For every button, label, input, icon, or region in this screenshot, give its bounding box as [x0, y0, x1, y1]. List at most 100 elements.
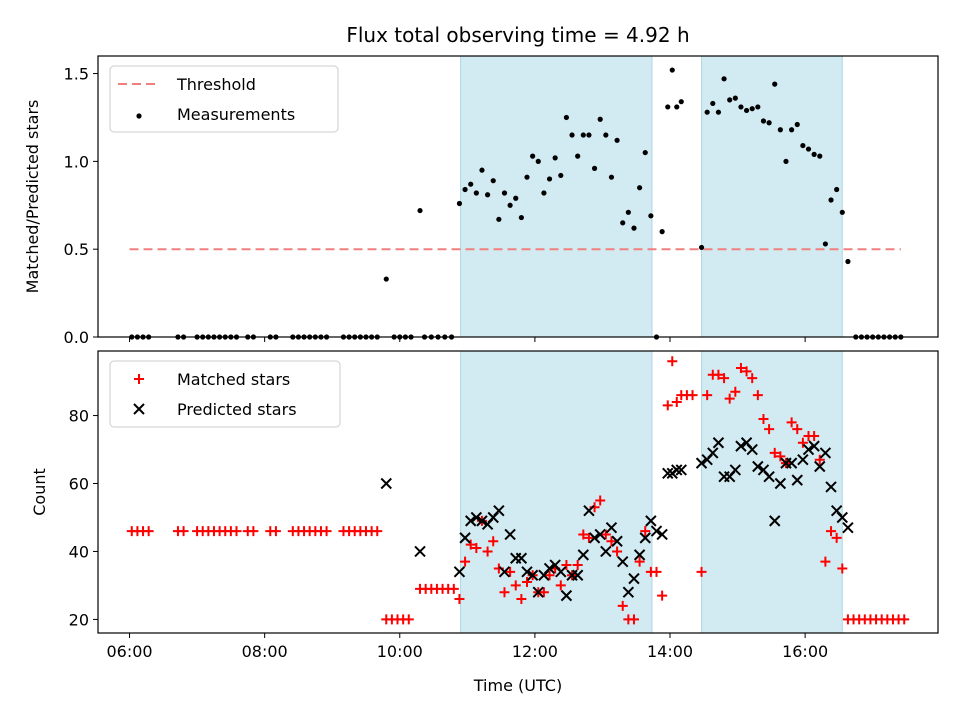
predicted-star-marker	[493, 504, 505, 517]
measurement-point	[755, 104, 761, 110]
x-tick-label: 06:00	[106, 642, 152, 661]
matched-star-marker	[488, 536, 499, 547]
predicted-star-marker	[707, 447, 719, 459]
measurement-point	[760, 118, 767, 124]
matched-star-marker	[499, 587, 510, 598]
legend-measurement-swatch	[136, 113, 142, 119]
matched-star-marker	[814, 454, 825, 465]
matched-star-marker	[522, 577, 533, 588]
matched-star-marker	[786, 417, 797, 428]
measurement-point	[789, 127, 795, 133]
legend: Threshold Measurements	[109, 65, 339, 133]
legend-predicted-swatch	[133, 403, 145, 415]
predicted-star-marker	[588, 532, 601, 544]
y-tick-label: 20	[69, 610, 89, 629]
measurement-point	[462, 186, 468, 193]
measurement-point	[743, 107, 750, 114]
predicted-star-marker	[639, 532, 651, 544]
measurement-point	[484, 192, 491, 198]
matched-star-marker	[628, 614, 639, 625]
y-tick-label: 1.5	[64, 65, 89, 84]
measurement-point	[597, 116, 603, 122]
matched-star-marker	[454, 594, 465, 605]
measurement-point	[698, 244, 705, 251]
matched-star-marker	[270, 526, 281, 537]
predicted-star-marker	[470, 511, 483, 524]
measurement-point	[608, 174, 615, 180]
measurement-point	[637, 185, 643, 191]
predicted-star-marker	[797, 454, 809, 466]
matched-star-marker	[555, 580, 566, 591]
measurement-point	[766, 120, 772, 126]
measurement-point	[569, 132, 575, 138]
series-measurements	[129, 67, 904, 340]
predicted-star-marker	[617, 555, 629, 568]
observing-interval	[701, 55, 843, 338]
matched-star-marker	[403, 614, 414, 625]
measurement-point	[732, 95, 738, 101]
measurement-point	[738, 104, 744, 110]
y-tick-label: 0.0	[64, 328, 89, 347]
measurement-point	[580, 132, 586, 138]
predicted-star-marker	[594, 528, 606, 541]
measurement-point	[710, 100, 716, 107]
measurement-point	[575, 153, 581, 159]
measurement-point	[749, 106, 755, 112]
measurement-point	[541, 190, 547, 196]
legend-box	[109, 65, 339, 133]
measurement-point	[535, 158, 541, 164]
matched-star-marker	[769, 447, 780, 458]
predicted-star-marker	[695, 457, 708, 469]
matched-star-marker	[792, 424, 803, 435]
measurement-point	[456, 200, 463, 207]
measurement-point	[648, 213, 654, 219]
measurement-point	[783, 158, 789, 164]
measurement-point	[563, 114, 570, 121]
measurement-point	[777, 127, 783, 133]
predicted-star-marker	[414, 545, 426, 558]
measurement-point	[468, 181, 474, 187]
measurement-point	[715, 109, 722, 115]
predicted-star-marker	[555, 566, 567, 578]
predicted-star-marker	[504, 528, 516, 541]
predicted-star-marker	[633, 549, 646, 561]
predicted-star-marker	[521, 566, 533, 578]
measurement-point	[558, 172, 564, 179]
matched-star-marker	[667, 356, 678, 367]
matched-star-marker	[321, 526, 332, 537]
matched-star-marker	[544, 570, 555, 581]
series-predicted-stars	[380, 437, 854, 602]
predicted-star-marker	[650, 525, 663, 537]
predicted-star-marker	[774, 477, 787, 490]
matched-star-marker	[634, 556, 645, 567]
matched-star-marker	[775, 451, 786, 462]
matched-star-marker	[719, 373, 730, 384]
matched-star-marker	[583, 532, 594, 543]
predicted-star-marker	[802, 443, 815, 456]
matched-star-marker	[448, 583, 459, 594]
measurement-point	[678, 99, 684, 105]
y-tick-label: 40	[69, 542, 89, 561]
measurement-point	[591, 165, 598, 171]
measurement-point	[586, 132, 592, 138]
matched-star-marker	[471, 543, 482, 554]
y-tick-label: 60	[69, 475, 89, 494]
predicted-star-marker	[605, 521, 618, 534]
matched-star-marker	[561, 560, 572, 571]
predicted-star-marker	[498, 566, 511, 578]
measurement-point	[834, 186, 840, 193]
matched-star-marker	[831, 532, 842, 543]
measurement-point	[669, 67, 675, 73]
y-tick-label: 1.0	[64, 152, 89, 171]
predicted-star-marker	[532, 586, 544, 598]
x-tick-label: 08:00	[242, 642, 288, 661]
matched-star-marker	[764, 424, 775, 435]
measurement-point	[507, 202, 513, 208]
measurement-point	[727, 97, 733, 103]
matched-star-marker	[578, 529, 589, 540]
predicted-star-marker	[600, 545, 612, 558]
predicted-star-marker	[645, 515, 657, 527]
measurement-point	[625, 209, 631, 215]
series-matched-stars	[126, 356, 910, 625]
